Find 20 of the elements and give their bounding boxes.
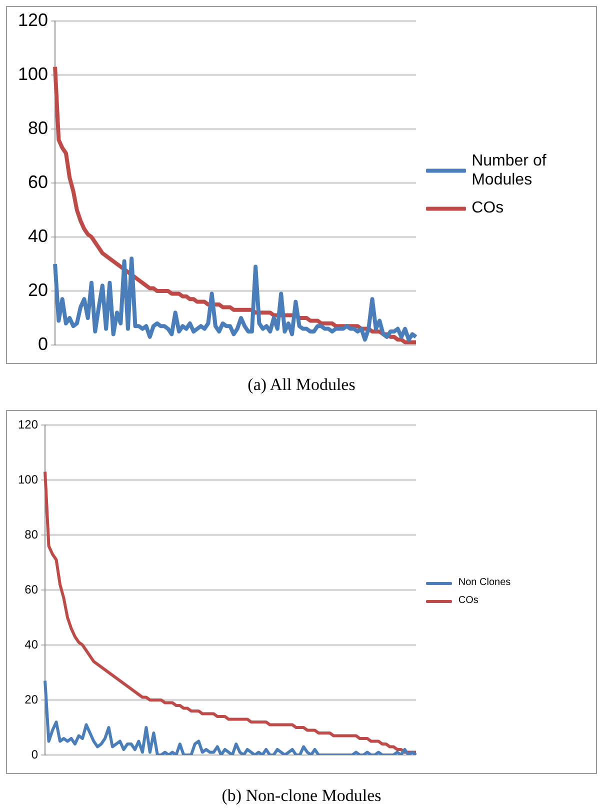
y-tick-label: 120 (18, 10, 48, 30)
y-tick-label: 20 (24, 692, 38, 706)
y-tick-label: 120 (18, 417, 38, 432)
y-tick-label: 100 (18, 472, 38, 486)
y-tick-label: 60 (24, 582, 38, 596)
y-tick-label: 80 (24, 527, 38, 542)
y-tick-label: 20 (28, 280, 48, 300)
y-tick-label: 80 (28, 118, 48, 138)
legend-label: COs (472, 199, 504, 218)
text: (b) Non-clone Modules (220, 786, 382, 806)
legend-label: Non Clones (458, 577, 511, 589)
y-tick-label: 60 (28, 172, 48, 192)
y-tick-label: 0 (31, 747, 38, 762)
y-tick-label: 40 (28, 226, 48, 246)
legend-label: Number of Modules (472, 152, 548, 190)
text: (a) All Modules (246, 375, 356, 395)
y-tick-label: 100 (18, 64, 48, 84)
y-tick-label: 40 (24, 637, 38, 652)
y-tick-label: 0 (38, 334, 48, 354)
legend-label: COs (458, 595, 478, 607)
